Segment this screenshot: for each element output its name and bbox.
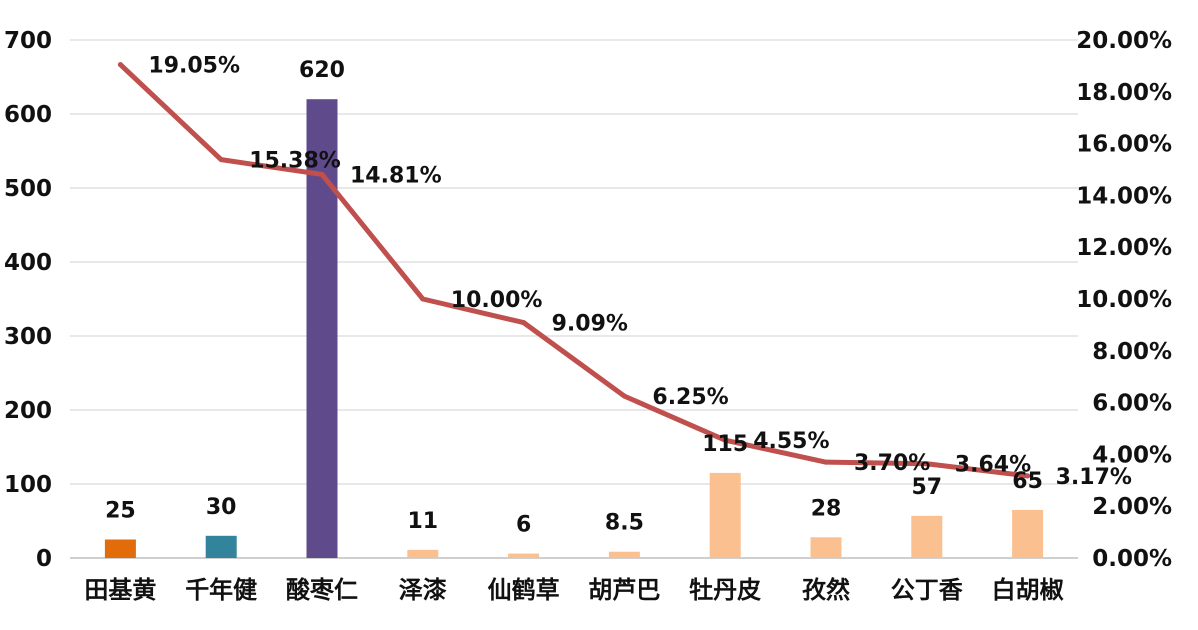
category-label: 田基黄	[84, 576, 156, 604]
left-axis-tick-label: 400	[4, 250, 52, 276]
line-point	[319, 171, 325, 177]
bar-value-label: 28	[811, 496, 842, 521]
line-point	[117, 62, 123, 68]
category-label: 牡丹皮	[689, 576, 761, 604]
bar-value-label: 620	[299, 58, 345, 83]
bar	[104, 539, 136, 558]
line-point	[1025, 473, 1031, 479]
line-point	[521, 320, 527, 326]
category-label: 孜然	[802, 576, 850, 604]
right-axis-ticks: 0.00% 2.00% 4.00% 6.00% 8.00% 10.00% 12.00% 14.…	[1076, 28, 1172, 572]
right-axis-tick-label: 8.00%	[1092, 339, 1172, 365]
series-line	[117, 62, 1031, 479]
gridlines	[70, 39, 1078, 559]
line-value-label: 10.00%	[451, 288, 543, 313]
line-value-labels: 19.05% 15.38% 14.81% 10.00% 9.09% 6.25% 4.55% 3…	[148, 54, 1132, 490]
line-value-label: 15.38%	[249, 149, 341, 174]
category-label: 泽漆	[399, 576, 447, 604]
line-point	[420, 296, 426, 302]
category-label: 白胡椒	[992, 576, 1064, 604]
left-axis-tick-label: 300	[4, 324, 52, 350]
line-point	[621, 393, 627, 399]
bar-value-label: 57	[911, 475, 942, 500]
line-value-label: 19.05%	[148, 54, 240, 79]
line-point	[924, 461, 930, 467]
line-value-label: 9.09%	[552, 312, 628, 337]
bar	[709, 472, 741, 558]
right-axis-tick-label: 10.00%	[1076, 287, 1172, 313]
line-value-label: 6.25%	[652, 385, 728, 410]
left-axis-tick-label: 100	[4, 472, 52, 498]
bar-value-labels: 25 30 620 11 6 8.5 115 28 57 65	[105, 58, 1043, 537]
bar	[911, 515, 943, 558]
left-axis-tick-label: 600	[4, 102, 52, 128]
line-value-label: 4.55%	[753, 429, 829, 454]
line-value-label: 3.64%	[955, 453, 1031, 478]
right-axis-tick-label: 18.00%	[1076, 80, 1172, 106]
bar-value-label: 30	[206, 495, 237, 520]
bar-value-label: 25	[105, 499, 136, 524]
right-axis-tick-label: 0.00%	[1092, 546, 1172, 572]
bar-value-label: 65	[1012, 469, 1043, 494]
line-value-label: 14.81%	[350, 163, 442, 188]
bar-value-label: 6	[516, 513, 531, 538]
bar-value-label: 8.5	[605, 511, 644, 536]
left-axis-ticks: 0 100 200 300 400 500 600 700	[4, 28, 52, 572]
right-axis-tick-label: 20.00%	[1076, 28, 1172, 54]
right-axis-tick-label: 14.00%	[1076, 183, 1172, 209]
bar	[810, 537, 842, 558]
bar-value-label: 11	[407, 509, 438, 534]
left-axis-tick-label: 0	[36, 546, 52, 572]
category-labels: 田基黄 千年健 酸枣仁 泽漆 仙鹤草 胡芦巴 牡丹皮 孜然 公丁香 白胡椒	[84, 576, 1063, 604]
bar	[1012, 509, 1044, 558]
bar-value-label: 115	[702, 432, 748, 457]
bar	[508, 553, 540, 558]
left-axis-tick-label: 700	[4, 28, 52, 54]
line-point	[722, 437, 728, 443]
right-axis-tick-label: 16.00%	[1076, 132, 1172, 158]
line-series	[117, 62, 1031, 479]
category-label: 酸枣仁	[286, 576, 358, 604]
bar	[608, 551, 640, 558]
category-label: 仙鹤草	[488, 576, 560, 604]
line-point	[823, 459, 829, 465]
category-label: 公丁香	[891, 576, 964, 604]
bar	[205, 535, 237, 558]
category-label: 千年健	[185, 576, 257, 604]
category-label: 胡芦巴	[588, 576, 660, 604]
line-point	[218, 157, 224, 163]
right-axis-tick-label: 12.00%	[1076, 235, 1172, 261]
right-axis-tick-label: 4.00%	[1092, 442, 1172, 468]
left-axis-tick-label: 500	[4, 176, 52, 202]
line-value-label: 3.70%	[854, 451, 930, 476]
right-axis-tick-label: 2.00%	[1092, 494, 1172, 520]
right-axis-tick-label: 6.00%	[1092, 391, 1172, 417]
left-axis-tick-label: 200	[4, 398, 52, 424]
bar	[407, 549, 439, 558]
line-value-label: 3.17%	[1056, 465, 1132, 490]
